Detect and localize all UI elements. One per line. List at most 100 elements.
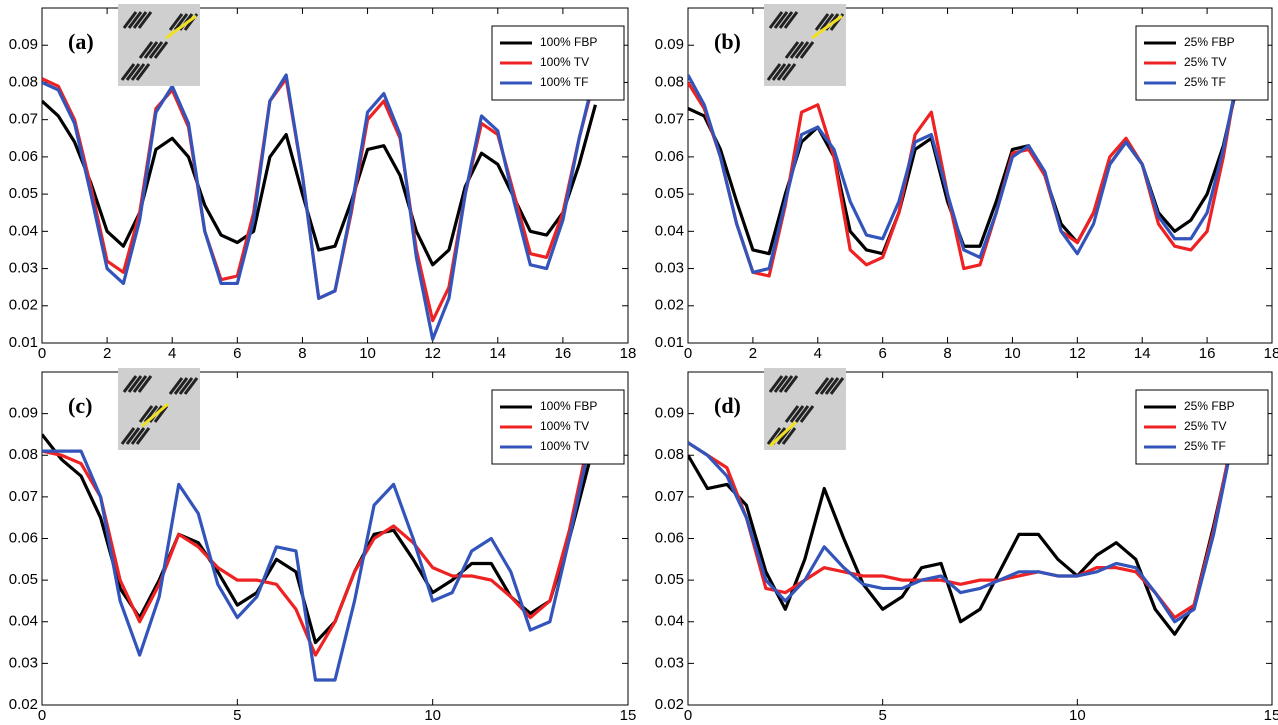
y-tick-label: 0.06 — [655, 148, 684, 165]
inset-stripe — [120, 63, 136, 81]
inset-stripe — [135, 427, 151, 445]
y-tick-label: 0.04 — [655, 613, 684, 630]
x-tick-label: 10 — [424, 707, 441, 724]
y-tick-label: 0.02 — [655, 696, 684, 713]
legend-label: 100% TV — [540, 419, 589, 433]
y-tick-label: 0.05 — [9, 571, 38, 588]
y-tick-label: 0.02 — [9, 297, 38, 314]
y-tick-label: 0.09 — [9, 405, 38, 422]
y-tick-label: 0.05 — [655, 185, 684, 202]
x-tick-label: 12 — [1069, 345, 1086, 362]
panel-label: (b) — [714, 29, 741, 54]
panel-label: (c) — [68, 393, 92, 418]
y-tick-label: 0.06 — [9, 529, 38, 546]
inset-stripe — [794, 405, 810, 423]
inset-stripe — [819, 377, 835, 395]
panel-label: (a) — [68, 29, 94, 54]
panel: 0.02 0.03 0.04 0.05 0.06 0.07 0.08 0.09 0 5 10 15 (d… — [655, 368, 1278, 724]
y-tick-label: 0.07 — [9, 111, 38, 128]
y-tick-label: 0.09 — [655, 36, 684, 53]
x-tick-label: 4 — [168, 345, 176, 362]
legend-label: 25% FBP — [1184, 35, 1235, 49]
x-tick-label: 10 — [359, 345, 376, 362]
inset-stripe — [814, 377, 830, 395]
inset-stripe — [153, 41, 169, 59]
inset-stripe — [829, 377, 845, 395]
inset-stripe — [130, 427, 146, 445]
x-tick-label: 0 — [684, 707, 692, 724]
inset-stripe — [127, 375, 143, 393]
inset-stripe — [794, 41, 810, 59]
legend-label: 25% TV — [1184, 419, 1226, 433]
y-tick-label: 0.03 — [655, 260, 684, 277]
legend-label: 100% FBP — [540, 399, 597, 413]
x-tick-label: 12 — [424, 345, 441, 362]
x-tick-label: 16 — [1199, 345, 1216, 362]
inset-stripe — [173, 13, 189, 31]
inset-profile-line — [811, 14, 843, 40]
y-tick-label: 0.08 — [655, 73, 684, 90]
inset-stripe — [135, 63, 151, 81]
inset-profile-line — [141, 402, 169, 428]
inset-stripe — [776, 63, 792, 81]
x-tick-label: 0 — [38, 707, 46, 724]
series-line — [688, 438, 1235, 624]
inset-stripe — [153, 405, 169, 423]
inset-profile-line — [768, 420, 798, 448]
x-tick-label: 0 — [684, 345, 692, 362]
y-tick-label: 0.05 — [655, 571, 684, 588]
inset-stripe — [125, 427, 141, 445]
y-tick-label: 0.08 — [9, 446, 38, 463]
inset-stripe — [783, 11, 799, 29]
y-tick-label: 0.07 — [655, 488, 684, 505]
series-line — [688, 434, 1235, 620]
y-tick-label: 0.09 — [655, 405, 684, 422]
y-tick-label: 0.02 — [655, 297, 684, 314]
x-tick-label: 16 — [555, 345, 572, 362]
inset-stripe — [132, 375, 148, 393]
y-tick-label: 0.07 — [9, 488, 38, 505]
x-tick-label: 15 — [1264, 707, 1278, 724]
legend-label: 100% TV — [540, 55, 589, 69]
y-tick-label: 0.02 — [9, 696, 38, 713]
inset-stripe — [771, 63, 787, 81]
y-tick-label: 0.01 — [9, 334, 38, 351]
y-tick-label: 0.08 — [655, 446, 684, 463]
y-tick-label: 0.04 — [9, 222, 38, 239]
y-tick-label: 0.06 — [9, 148, 38, 165]
inset-stripe — [137, 11, 153, 29]
inset-stripe — [143, 405, 159, 423]
legend-label: 25% TF — [1184, 75, 1226, 89]
x-tick-label: 8 — [943, 345, 951, 362]
x-tick-label: 6 — [878, 345, 886, 362]
y-tick-label: 0.06 — [655, 529, 684, 546]
series-line — [42, 70, 597, 341]
x-tick-label: 2 — [749, 345, 757, 362]
inset-stripe — [127, 11, 143, 29]
inset-stripe — [768, 11, 784, 29]
inset-stripe — [799, 405, 815, 423]
inset-stripe — [766, 63, 782, 81]
inset-stripe — [824, 377, 840, 395]
x-tick-label: 15 — [620, 707, 637, 724]
inset-stripe — [122, 375, 138, 393]
inset-stripe — [120, 427, 136, 445]
series-line — [42, 438, 591, 657]
legend-label: 100% FBP — [540, 35, 597, 49]
y-tick-label: 0.04 — [655, 222, 684, 239]
legend-label: 100% TF — [540, 75, 588, 89]
inset-stripe — [138, 41, 154, 59]
inset-stripe — [768, 375, 784, 393]
inset-stripe — [148, 41, 164, 59]
inset-stripe — [132, 11, 148, 29]
y-tick-label: 0.03 — [655, 654, 684, 671]
inset-stripe — [784, 41, 800, 59]
inset-stripe — [781, 63, 797, 81]
y-tick-label: 0.09 — [9, 36, 38, 53]
inset-stripe — [122, 11, 138, 29]
inset-stripe — [814, 13, 830, 31]
inset-stripe — [178, 377, 194, 395]
x-tick-label: 10 — [1069, 707, 1086, 724]
series-line — [42, 99, 597, 267]
